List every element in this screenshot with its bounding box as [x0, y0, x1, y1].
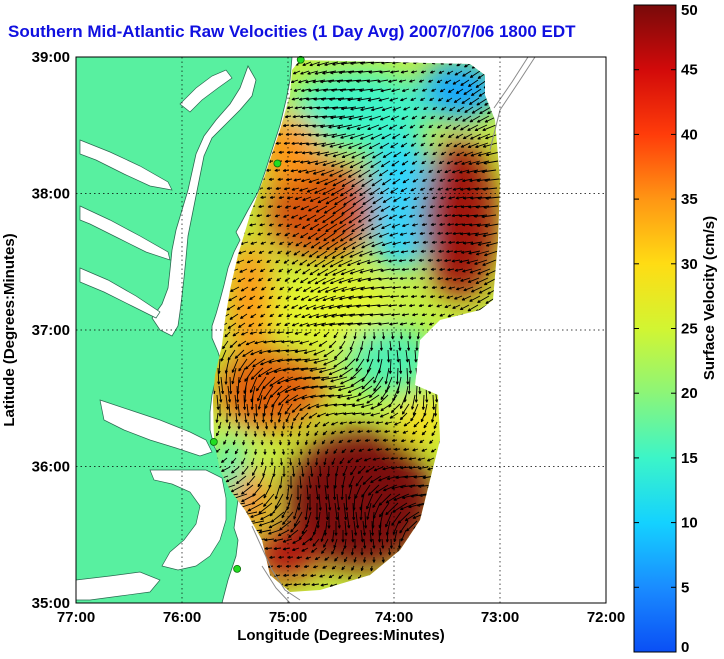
x-tick-label: 75:00: [269, 609, 307, 626]
radar-station-marker: [273, 159, 282, 168]
x-tick-label: 76:00: [163, 609, 201, 626]
y-tick-labels: 39:00 38:00 37:00 36:00 35:00: [32, 49, 70, 612]
x-tick-label: 74:00: [375, 609, 413, 626]
radar-station-marker: [209, 438, 218, 446]
colorbar-tick-label: 45: [681, 62, 698, 79]
colorbar-tick-label: 0: [681, 639, 689, 656]
colorbar-tick-label: 10: [681, 515, 698, 532]
colorbar-tick-label: 20: [681, 385, 698, 402]
y-axis-label: Latitude (Degrees:Minutes): [1, 233, 18, 426]
velocity-arrows: [213, 61, 500, 592]
x-tick-label: 73:00: [481, 609, 519, 626]
colorbar-ticks: 0 5 10 15 20 25 30 35 40 45 50: [634, 2, 698, 656]
grid-lines: [76, 57, 606, 603]
colorbar-label: Surface Velocity (cm/s): [701, 216, 718, 380]
radar-station-marker: [233, 564, 242, 573]
x-tick-label: 77:00: [57, 609, 95, 626]
colorbar-tick-label: 40: [681, 126, 698, 143]
x-axis-label: Longitude (Degrees:Minutes): [237, 627, 445, 644]
radar-stations: [209, 55, 305, 573]
colorbar-tick-label: 15: [681, 450, 698, 467]
colorbar-tick-label: 5: [681, 579, 689, 596]
colorbar: [633, 4, 677, 653]
colorbar-tick-label: 25: [681, 321, 698, 338]
colorbar-tick-label: 30: [681, 256, 698, 273]
x-tick-label: 72:00: [587, 609, 625, 626]
y-tick-label: 38:00: [32, 186, 70, 203]
y-tick-label: 35:00: [32, 595, 70, 612]
radar-station-marker: [296, 55, 305, 64]
y-tick-label: 36:00: [32, 459, 70, 476]
map-title: Southern Mid-Atlantic Raw Velocities (1 …: [8, 22, 576, 41]
velocity-arrow-paths: [213, 61, 500, 592]
colorbar-tick-label: 50: [681, 2, 698, 19]
y-tick-label: 37:00: [32, 322, 70, 339]
colorbar-tick-label: 35: [681, 191, 698, 208]
y-tick-label: 39:00: [32, 49, 70, 66]
bathymetry-contours: [251, 56, 536, 604]
plot-frame: [75, 56, 607, 604]
x-tick-labels: 77:00 76:00 75:00 74:00 73:00 72:00: [57, 609, 625, 626]
